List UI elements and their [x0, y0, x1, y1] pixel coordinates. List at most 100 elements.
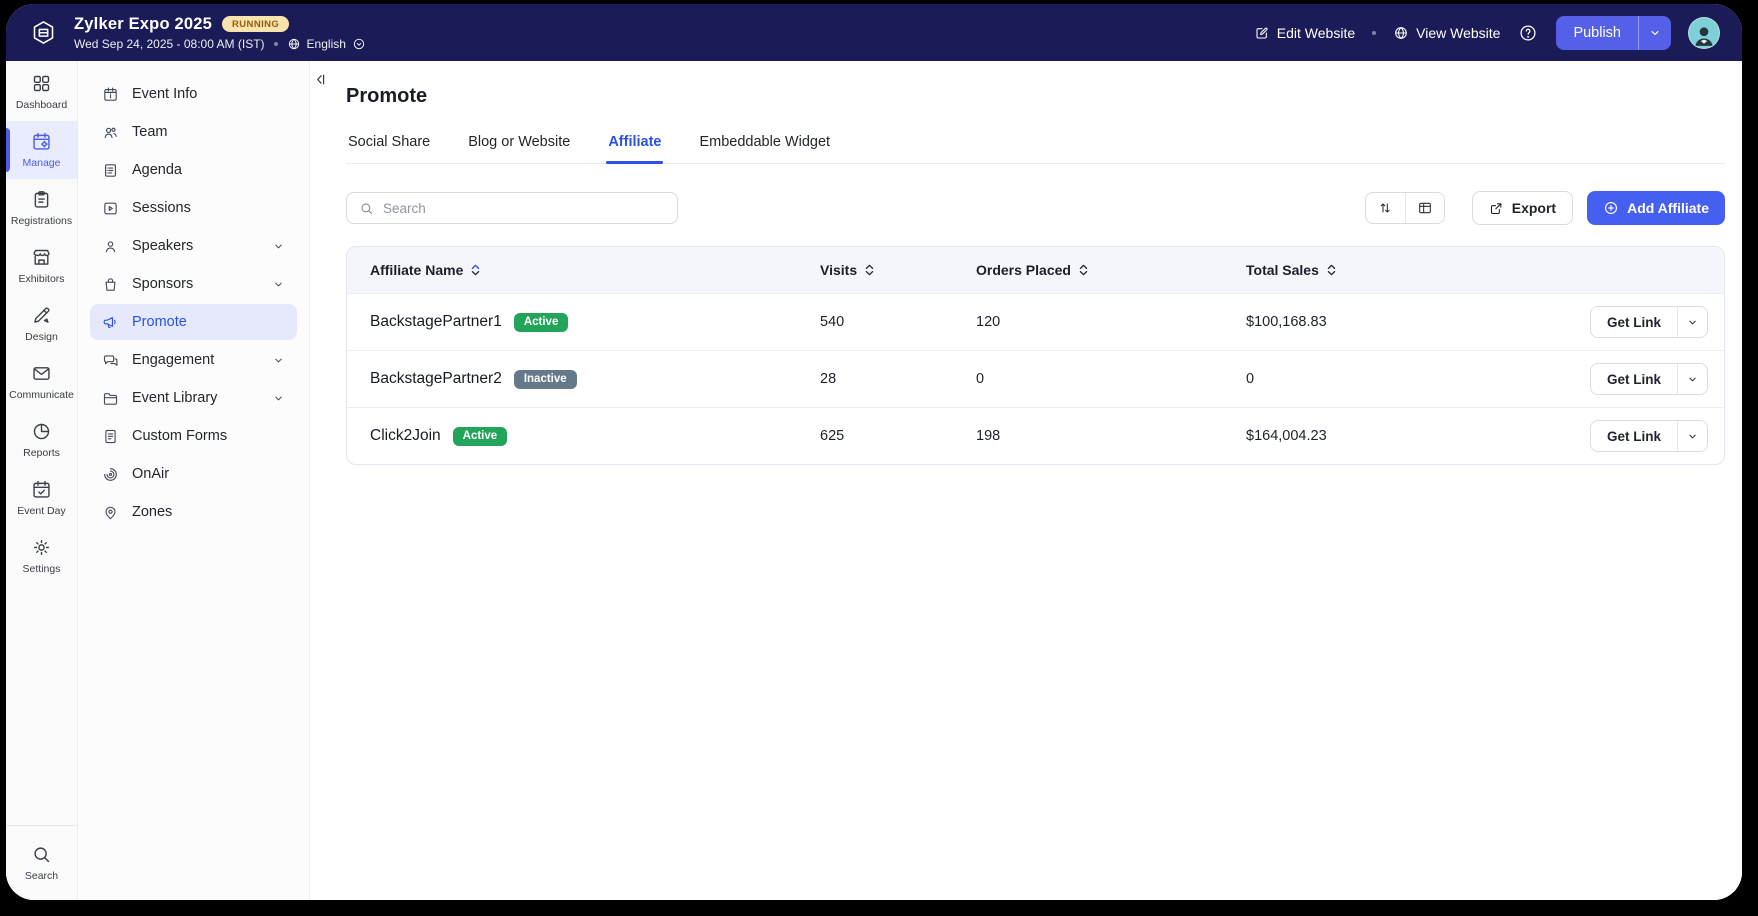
rail-item-design[interactable]: Design: [6, 295, 77, 353]
status-badge: Inactive: [513, 369, 577, 389]
edit-website-link[interactable]: Edit Website: [1254, 25, 1355, 41]
sidebar-item-engagement[interactable]: Engagement: [90, 342, 297, 378]
affiliate-name: Click2Join: [370, 427, 441, 444]
tab-embeddable-widget[interactable]: Embeddable Widget: [699, 134, 831, 150]
sort-updown-icon: [1327, 264, 1336, 276]
view-website-label: View Website: [1416, 24, 1501, 41]
rail-item-dashboard[interactable]: Dashboard: [6, 63, 77, 121]
promote-icon: [102, 314, 119, 331]
exhibitors-icon: [31, 247, 52, 268]
sidebar-item-custom-forms[interactable]: Custom Forms: [90, 418, 297, 454]
column-header-total-sales[interactable]: Total Sales: [1246, 262, 1538, 278]
column-label: Orders Placed: [976, 262, 1071, 278]
chevron-down-icon: [272, 392, 285, 405]
engagement-icon: [102, 352, 119, 369]
publish-split-button: Publish: [1556, 15, 1671, 50]
sidebar-item-speakers[interactable]: Speakers: [90, 228, 297, 264]
table-header-row: Affiliate Name Visits Orders Placed Tota…: [347, 247, 1724, 293]
table-row: Click2Join Active 625 198 $164,004.23 Ge…: [347, 407, 1724, 464]
publish-button[interactable]: Publish: [1573, 24, 1621, 41]
sidebar-item-label: Engagement: [132, 352, 215, 368]
rail-item-label: Exhibitors: [18, 273, 65, 285]
sessions-icon: [102, 200, 119, 217]
rail-item-label: Event Day: [17, 505, 66, 517]
sidebar-item-label: Zones: [132, 504, 173, 520]
rail-item-settings[interactable]: Settings: [6, 527, 77, 585]
rail-item-label: Settings: [22, 563, 61, 575]
rail-item-manage[interactable]: Manage: [6, 121, 77, 179]
sidebar-collapse-icon[interactable]: [311, 70, 329, 88]
sort-icon[interactable]: [1365, 193, 1405, 223]
onair-icon: [102, 466, 119, 483]
tab-social-share[interactable]: Social Share: [348, 134, 431, 150]
get-link-dropdown[interactable]: [1677, 307, 1707, 337]
primary-nav-rail: Dashboard Manage Registrations Exhibitor…: [6, 61, 78, 900]
backstage-logo-icon[interactable]: [26, 16, 60, 50]
language-label: English: [306, 36, 346, 51]
sidebar-item-promote[interactable]: Promote: [90, 304, 297, 340]
export-button[interactable]: Export: [1471, 191, 1574, 225]
search-input[interactable]: [383, 200, 665, 216]
custom-forms-icon: [102, 428, 119, 445]
rail-item-search[interactable]: Search: [6, 826, 77, 900]
rail-item-registrations[interactable]: Registrations: [6, 179, 77, 237]
add-affiliate-button[interactable]: Add Affiliate: [1587, 191, 1725, 225]
sidebar-item-sessions[interactable]: Sessions: [90, 190, 297, 226]
sidebar-item-onair[interactable]: OnAir: [90, 456, 297, 492]
rail-item-exhibitors[interactable]: Exhibitors: [6, 237, 77, 295]
visits-value: 28: [820, 371, 837, 387]
chevron-down-icon: [272, 278, 285, 291]
rail-item-communicate[interactable]: Communicate: [6, 353, 77, 411]
event-datetime: Wed Sep 24, 2025 - 08:00 AM (IST): [74, 36, 265, 51]
edit-website-label: Edit Website: [1276, 24, 1356, 41]
get-link-dropdown[interactable]: [1677, 421, 1707, 451]
orders-placed-value: 198: [976, 428, 1001, 444]
column-header-orders-placed[interactable]: Orders Placed: [976, 262, 1246, 278]
reports-icon: [31, 421, 52, 442]
table-row: BackstagePartner2 Inactive 28 0 0 Get Li…: [347, 350, 1724, 407]
visits-value: 625: [820, 428, 845, 444]
sidebar-item-event-info[interactable]: Event Info: [90, 76, 297, 112]
tab-blog-or-website[interactable]: Blog or Website: [468, 134, 571, 150]
language-selector[interactable]: English: [287, 37, 366, 51]
publish-dropdown[interactable]: [1638, 15, 1671, 50]
chevron-down-circle-icon: [352, 37, 366, 51]
manage-columns-icon[interactable]: [1404, 193, 1444, 223]
sidebar-item-zones[interactable]: Zones: [90, 494, 297, 530]
sidebar-item-label: Promote: [132, 314, 187, 330]
get-link-dropdown[interactable]: [1677, 364, 1707, 394]
sidebar-item-label: Custom Forms: [132, 428, 228, 444]
plus-circle-icon: [1603, 200, 1619, 216]
sidebar-item-agenda[interactable]: Agenda: [90, 152, 297, 188]
manage-icon: [31, 131, 52, 152]
sidebar-item-event-library[interactable]: Event Library: [90, 380, 297, 416]
get-link-button[interactable]: Get Link: [1590, 307, 1677, 337]
sidebar-item-sponsors[interactable]: Sponsors: [90, 266, 297, 302]
tab-affiliate[interactable]: Affiliate: [606, 125, 664, 164]
get-link-button[interactable]: Get Link: [1590, 364, 1677, 394]
sort-updown-icon: [472, 264, 480, 276]
affiliates-table: Affiliate Name Visits Orders Placed Tota…: [346, 246, 1725, 465]
view-website-link[interactable]: View Website: [1393, 25, 1500, 41]
help-icon[interactable]: [1517, 22, 1539, 44]
sidebar-item-label: Team: [132, 124, 168, 140]
rail-item-event-day[interactable]: Event Day: [6, 469, 77, 527]
column-header-visits[interactable]: Visits: [820, 262, 976, 278]
sidebar-item-team[interactable]: Team: [90, 114, 297, 150]
user-avatar[interactable]: [1688, 16, 1720, 49]
total-sales-value: 0: [1246, 371, 1255, 387]
sidebar-item-label: Speakers: [132, 238, 194, 254]
table-view-controls: [1364, 192, 1445, 224]
search-icon: [31, 844, 52, 865]
get-link-button[interactable]: Get Link: [1590, 421, 1677, 451]
rail-item-label: Reports: [23, 447, 60, 459]
column-header-affiliate-name[interactable]: Affiliate Name: [370, 262, 820, 278]
orders-placed-value: 0: [976, 371, 985, 387]
tab-bar: Social Share Blog or Website Affiliate Embe…: [346, 125, 1725, 164]
sort-updown-icon: [865, 264, 874, 276]
event-title-block: Zylker Expo 2025 RUNNING Wed Sep 24, 202…: [74, 15, 366, 51]
rail-item-reports[interactable]: Reports: [6, 411, 77, 469]
column-label: Visits: [820, 262, 858, 278]
column-label: Total Sales: [1246, 262, 1319, 278]
export-label: Export: [1511, 200, 1557, 216]
